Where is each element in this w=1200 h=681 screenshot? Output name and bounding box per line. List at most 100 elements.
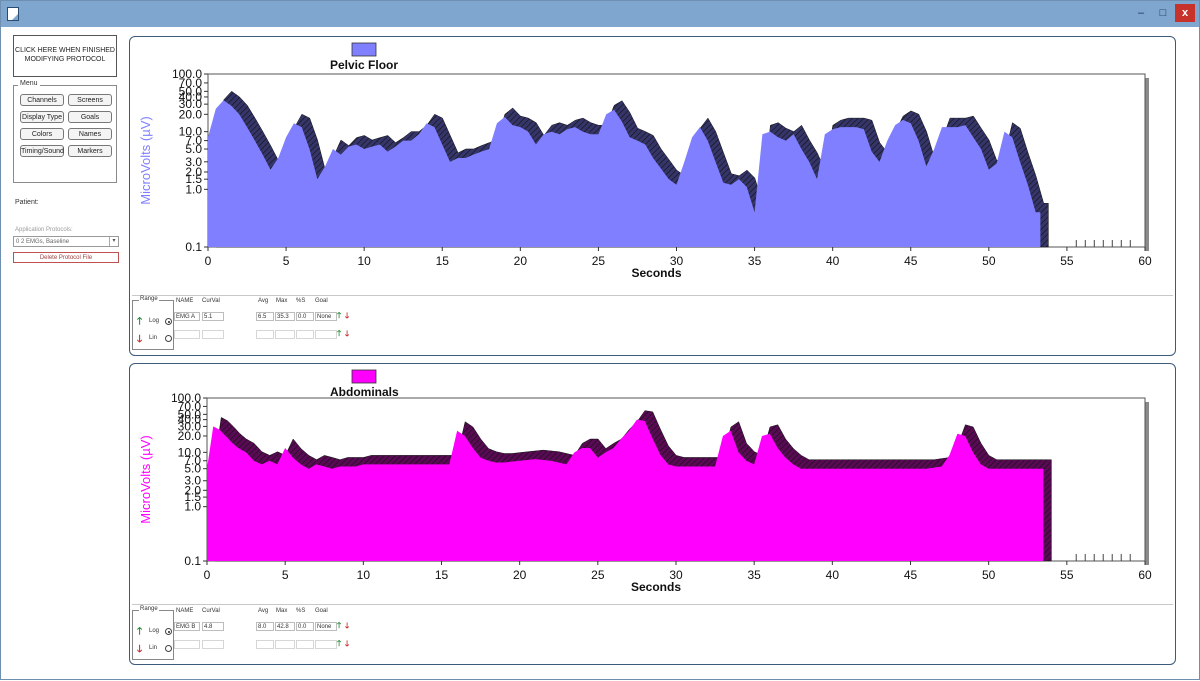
goal-down-arrow-icon[interactable]: 🡓 bbox=[345, 329, 350, 338]
names-button[interactable]: Names bbox=[68, 128, 112, 140]
y-tick-label: 10.0 bbox=[179, 125, 203, 139]
plot-frame-shadow bbox=[1145, 402, 1149, 565]
empty-cell bbox=[256, 330, 274, 339]
chart-panel-pelvic-floor: 100.0 70.0 50.0 40.0 30.0 20.0 10.0 7.0 5.0 3.0 2.… bbox=[129, 36, 1176, 356]
log-radio[interactable] bbox=[165, 318, 172, 325]
title-bar: – □ x bbox=[1, 1, 1199, 27]
empty-cell bbox=[256, 640, 274, 649]
goal-down-arrow-icon[interactable]: 🡓 bbox=[345, 311, 350, 320]
goal-value: None bbox=[315, 312, 337, 321]
display-type-button[interactable]: Display Type bbox=[20, 111, 64, 123]
log-radio[interactable] bbox=[165, 628, 172, 635]
goal-up-arrow-icon[interactable]: 🡑 bbox=[337, 311, 342, 320]
curval-header: CurVal bbox=[202, 298, 220, 304]
y-tick-label: 50.0 bbox=[179, 84, 203, 98]
protocol-select-value: 0 2 EMGs, Baseline bbox=[16, 239, 70, 245]
pct-value: 0.0 bbox=[296, 622, 314, 631]
x-tick-label: 30 bbox=[670, 254, 684, 268]
y-tick-label: 3.0 bbox=[184, 474, 201, 488]
x-tick-label: 5 bbox=[282, 568, 289, 582]
y-tick-label: 1.5 bbox=[184, 490, 201, 504]
x-tick-label: 30 bbox=[669, 568, 683, 582]
minimize-button[interactable]: – bbox=[1137, 7, 1145, 19]
y-tick-label: 50.0 bbox=[178, 407, 202, 421]
abdominals-chart: 100.070.050.040.030.020.0 10.07.05.03.02.… bbox=[138, 369, 1152, 594]
screens-button[interactable]: Screens bbox=[68, 94, 112, 106]
data-area bbox=[207, 419, 1044, 561]
range-down-arrow-icon[interactable]: 🡓 bbox=[137, 334, 143, 345]
chevron-down-icon[interactable]: ▾ bbox=[109, 237, 118, 246]
y-tick-label: 5.0 bbox=[184, 462, 201, 476]
y-tick-label: 1.0 bbox=[185, 182, 202, 196]
range-up-arrow-icon[interactable]: 🡑 bbox=[137, 626, 143, 637]
goal-up-arrow-icon[interactable]: 🡑 bbox=[337, 639, 342, 648]
x-tick-label: 55 bbox=[1060, 254, 1074, 268]
data-area bbox=[208, 100, 1041, 247]
colors-button[interactable]: Colors bbox=[20, 128, 64, 140]
goal-down-arrow-icon[interactable]: 🡓 bbox=[345, 621, 350, 630]
lin-label: Lin bbox=[149, 335, 158, 341]
empty-cell bbox=[296, 640, 314, 649]
max-header: Max bbox=[276, 608, 288, 614]
range-group: Range 🡑 Log 🡓 Lin bbox=[132, 606, 174, 660]
y-tick-label: 30.0 bbox=[178, 419, 202, 433]
channel-controls: Range 🡑 Log 🡓 Lin NAME CurVal Avg Max %S… bbox=[130, 295, 1030, 355]
x-tick-label: 50 bbox=[982, 254, 996, 268]
y-tick-label: 30.0 bbox=[179, 97, 203, 111]
delete-protocol-button[interactable]: Delete Protocol File bbox=[13, 252, 119, 263]
y-tick-label: 40.0 bbox=[179, 90, 203, 104]
x-tick-label: 60 bbox=[1138, 254, 1152, 268]
y-axis-label: MicroVolts (µV) bbox=[138, 116, 153, 204]
y-tick-label: 20.0 bbox=[178, 429, 202, 443]
y-tick-label: 100.0 bbox=[172, 67, 202, 81]
curval-value: 5.1 bbox=[202, 312, 224, 321]
y-tick-label: 0.1 bbox=[185, 240, 202, 254]
close-button[interactable]: x bbox=[1175, 4, 1195, 22]
chart-panel-abdominals: 100.0 70.0 50.0 40.0 30.0 20.0 10.0 7.0 5.0 3.0 2.… bbox=[129, 363, 1176, 665]
range-title: Range bbox=[139, 606, 159, 612]
x-tick-label: 0 bbox=[205, 254, 212, 268]
y-tick-label: 1.5 bbox=[185, 172, 202, 186]
y-tick-label: 70.0 bbox=[179, 76, 203, 90]
range-up-arrow-icon[interactable]: 🡑 bbox=[137, 316, 143, 327]
empty-cell bbox=[174, 330, 200, 339]
name-header: NAME bbox=[176, 298, 194, 304]
legend-swatch bbox=[351, 369, 377, 384]
y-tick-label: 2.0 bbox=[184, 483, 201, 497]
maximize-button[interactable]: □ bbox=[1159, 7, 1167, 19]
goals-button[interactable]: Goals bbox=[68, 111, 112, 123]
range-down-arrow-icon[interactable]: 🡓 bbox=[137, 644, 143, 655]
lin-radio[interactable] bbox=[165, 335, 172, 342]
x-tick-label: 20 bbox=[514, 254, 528, 268]
goal-header: Goal bbox=[315, 608, 328, 614]
menu-group: Menu Channels Screens Display Type Goals… bbox=[13, 80, 117, 183]
avg-value: 6.5 bbox=[256, 312, 274, 321]
curval-header: CurVal bbox=[202, 608, 220, 614]
protocol-select[interactable]: 0 2 EMGs, Baseline ▾ bbox=[13, 236, 119, 247]
goal-down-arrow-icon[interactable]: 🡓 bbox=[345, 639, 350, 648]
x-tick-label: 15 bbox=[435, 568, 449, 582]
max-value: 42.8 bbox=[275, 622, 295, 631]
goal-up-arrow-icon[interactable]: 🡑 bbox=[337, 329, 342, 338]
markers-button[interactable]: Markers bbox=[68, 145, 112, 157]
timing-sound-button[interactable]: Timing/Sound bbox=[20, 145, 64, 157]
x-tick-label: 10 bbox=[357, 568, 371, 582]
goal-up-arrow-icon[interactable]: 🡑 bbox=[337, 621, 342, 630]
channels-button[interactable]: Channels bbox=[20, 94, 64, 106]
channel-name-value: EMG A bbox=[174, 312, 200, 321]
x-tick-label: 45 bbox=[904, 254, 918, 268]
x-tick-label: 40 bbox=[826, 568, 840, 582]
goal-header: Goal bbox=[315, 298, 328, 304]
finish-modifying-protocol-button[interactable]: CLICK HERE WHEN FINISHED MODIFYING PROTO… bbox=[13, 35, 117, 77]
y-tick-label: 3.0 bbox=[185, 155, 202, 169]
y-axis-label: MicroVolts (µV) bbox=[138, 435, 153, 523]
x-axis-label: Seconds bbox=[631, 580, 681, 594]
log-label: Log bbox=[149, 628, 160, 634]
y-tick-label: 70.0 bbox=[178, 399, 202, 413]
lin-radio[interactable] bbox=[165, 645, 172, 652]
patient-label: Patient: bbox=[15, 199, 39, 206]
x-tick-label: 35 bbox=[747, 568, 761, 582]
name-header: NAME bbox=[176, 608, 194, 614]
channel-controls: Range 🡑 Log 🡓 Lin NAME CurVal Avg Max %S… bbox=[130, 605, 1030, 665]
